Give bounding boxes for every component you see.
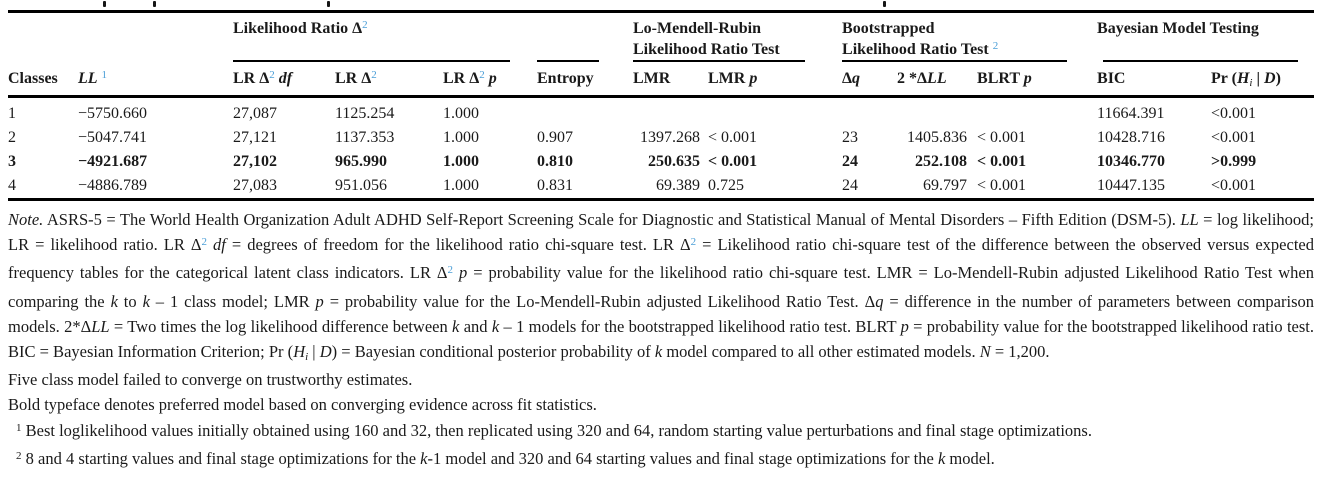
cell-lr_delta2_p: 1.000 xyxy=(443,177,479,194)
column-header-blrt-p: BLRT p xyxy=(977,62,1098,98)
cell-classes: 2 xyxy=(8,129,16,146)
cell-ll: −5047.741 xyxy=(78,129,148,146)
cell-blrt_p: < 0.001 xyxy=(977,153,1027,170)
fit-statistics-table: Likelihood Ratio Δ2 Lo-Mendell-Rubin Lik… xyxy=(8,10,1315,201)
group-header-label: Likelihood Ratio Δ2 xyxy=(233,19,368,37)
cell-bic: 10447.135 xyxy=(1097,177,1166,194)
cell-delta_q xyxy=(842,97,897,127)
column-header-lr-delta2-p: LR Δ2 p xyxy=(443,62,537,98)
cell-delta_q: 24 xyxy=(842,177,859,194)
cell-lr_delta2: 1137.353 xyxy=(335,129,395,146)
cell-classes: 4 xyxy=(8,177,16,194)
cell-lmr: 1397.268 xyxy=(640,129,700,146)
cell-lr_delta2_p: 1.000 xyxy=(443,105,479,122)
cell-entropy xyxy=(537,97,633,127)
cell-delta_q: 24 xyxy=(842,153,859,170)
cell-pr_hi_d: <0.001 xyxy=(1211,105,1257,122)
cell-lmr: 69.389 xyxy=(656,177,700,194)
table-row: 4 −4886.789 27,083 951.056 1.000 0.831 69.389 0… xyxy=(8,174,1314,200)
column-header-lr-delta2: LR Δ2 xyxy=(335,62,443,98)
cell-lmr_p: 0.725 xyxy=(708,177,744,194)
cell-entropy: 0.907 xyxy=(537,129,573,146)
column-header-ll: LL 1 xyxy=(78,62,233,98)
cell-lr_delta2_p: 1.000 xyxy=(443,153,479,170)
cell-ll: −4921.687 xyxy=(78,153,148,170)
footnote-1: 1 Best loglikelihood values initially ob… xyxy=(16,420,1092,440)
group-rule-entropy xyxy=(537,12,633,63)
cell-pr_hi_d: <0.001 xyxy=(1211,129,1257,146)
column-header-lmr-p: LMR p xyxy=(708,62,843,98)
cell-lmr_p: < 0.001 xyxy=(708,153,758,170)
note-paragraph: Note. ASRS-5 = The World Health Organiza… xyxy=(8,210,1315,364)
column-header-2-delta-ll: 2 *ΔLL xyxy=(897,62,978,98)
group-header-label: Lo-Mendell-Rubin xyxy=(633,20,762,37)
cell-blrt_p xyxy=(977,97,1097,127)
cell-lr_delta2_p: 1.000 xyxy=(443,129,479,146)
note-line-bold-typeface: Bold typeface denotes preferred model ba… xyxy=(8,395,597,415)
cell-two_delta_ll xyxy=(897,97,977,127)
group-header-label: Bootstrapped xyxy=(842,20,935,37)
group-header-label: Likelihood Ratio Test 2 xyxy=(842,40,999,58)
column-header-classes: Classes xyxy=(8,62,78,98)
table-body: 1 −5750.660 27,087 1125.254 1.000 11664.391 <0… xyxy=(8,97,1314,200)
cell-lmr_p xyxy=(708,97,842,127)
column-header-bic: BIC xyxy=(1097,62,1212,98)
cell-ll: −5750.660 xyxy=(78,105,148,122)
cell-lr_delta2_df: 27,102 xyxy=(233,153,277,170)
column-header-pr-hi-d: Pr (Hi | D) xyxy=(1211,62,1315,98)
cell-lr_delta2: 965.990 xyxy=(335,153,387,170)
note-line-convergence: Five class model failed to converge on t… xyxy=(8,370,413,390)
cell-lr_delta2_df: 27,121 xyxy=(233,129,277,146)
table-note: Note. ASRS-5 = The World Health Organiza… xyxy=(8,207,1314,474)
column-header-lmr: LMR xyxy=(633,62,708,98)
cell-bic: 11664.391 xyxy=(1097,105,1165,122)
cell-lr_delta2_df: 27,083 xyxy=(233,177,277,194)
column-header-entropy: Entropy xyxy=(537,62,633,98)
cell-two_delta_ll: 1405.836 xyxy=(907,129,968,146)
group-header-bayesian-model-testing: Bayesian Model Testing xyxy=(1097,12,1314,63)
table-row: 2 −5047.741 27,121 1137.353 1.000 0.907 1397.2… xyxy=(8,126,1314,150)
cell-lr_delta2: 951.056 xyxy=(335,177,387,194)
cell-pr_hi_d: <0.001 xyxy=(1211,177,1257,194)
cell-ll: −4886.789 xyxy=(78,177,148,194)
cell-lmr_p: < 0.001 xyxy=(708,129,758,146)
cell-entropy: 0.810 xyxy=(537,153,573,170)
group-header-lo-mendell-rubin: Lo-Mendell-Rubin Likelihood Ratio Test xyxy=(633,12,842,63)
cell-bic: 10346.770 xyxy=(1097,153,1166,170)
cell-lr_delta2_df: 27,087 xyxy=(233,105,277,122)
table-row: 3 −4921.687 27,102 965.990 1.000 0.810 250.635… xyxy=(8,150,1314,174)
group-spacer-classes xyxy=(8,12,78,63)
footnote-2: 2 8 and 4 starting values and final stag… xyxy=(16,448,995,468)
cell-classes: 3 xyxy=(8,153,16,170)
cut-off-caption-remnant xyxy=(0,0,1322,10)
group-header-label: Bayesian Model Testing xyxy=(1097,20,1259,37)
table-row: 1 −5750.660 27,087 1125.254 1.000 11664.391 <0… xyxy=(8,97,1314,127)
cell-two_delta_ll: 69.797 xyxy=(923,177,968,194)
cell-delta_q: 23 xyxy=(842,129,859,146)
column-header-lr-delta2-df: LR Δ2 df xyxy=(233,62,335,98)
cell-two_delta_ll: 252.108 xyxy=(915,153,968,170)
group-header-label: Likelihood Ratio Test xyxy=(633,41,780,58)
group-header-likelihood-ratio: Likelihood Ratio Δ2 xyxy=(233,12,537,63)
group-spacer-ll xyxy=(78,12,233,63)
cell-blrt_p: < 0.001 xyxy=(977,177,1027,194)
group-header-row: Likelihood Ratio Δ2 Lo-Mendell-Rubin Lik… xyxy=(8,12,1314,63)
cell-bic: 10428.716 xyxy=(1097,129,1166,146)
cell-lmr: 250.635 xyxy=(648,153,700,170)
cell-blrt_p: < 0.001 xyxy=(977,129,1027,146)
cell-classes: 1 xyxy=(8,105,16,122)
cell-lr_delta2: 1125.254 xyxy=(335,105,395,122)
group-header-bootstrapped-lrt: Bootstrapped Likelihood Ratio Test 2 xyxy=(842,12,1097,63)
column-header-row: Classes LL 1 LR Δ2 df LR Δ2 LR Δ2 p Entr… xyxy=(8,62,1315,98)
cell-lmr xyxy=(633,97,708,127)
cell-pr_hi_d: >0.999 xyxy=(1211,153,1257,170)
cell-entropy: 0.831 xyxy=(537,177,573,194)
column-header-delta-q: Δq xyxy=(842,62,898,98)
